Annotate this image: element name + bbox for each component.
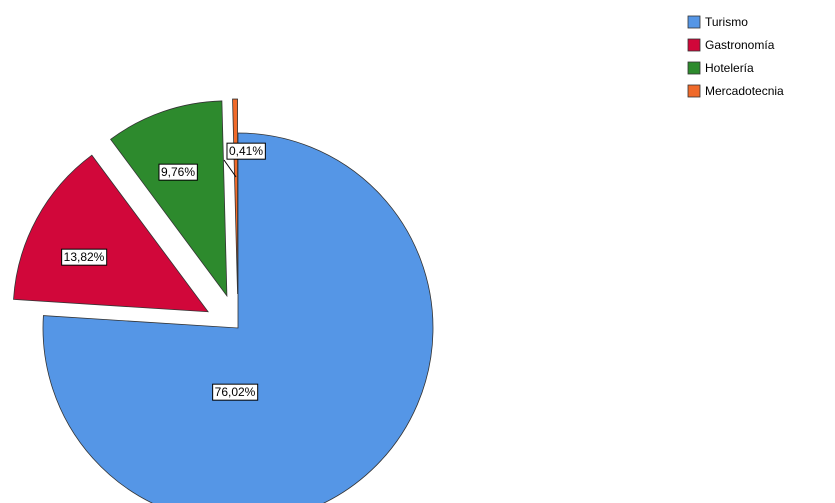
- data-label: 76,02%: [215, 385, 256, 399]
- pie-slice: [13, 154, 209, 313]
- data-label: 13,82%: [64, 250, 105, 264]
- legend-label: Mercadotecnia: [705, 84, 784, 98]
- label-box: [212, 383, 259, 401]
- pie-slice: [110, 100, 228, 298]
- slice-label: 76,02%: [212, 383, 259, 401]
- data-label: 9,76%: [161, 165, 195, 179]
- legend-label: Turismo: [705, 15, 748, 29]
- pie-slice: [42, 132, 434, 503]
- label-box: [158, 163, 198, 181]
- data-label: 0,41%: [229, 144, 263, 158]
- slice-label: 9,76%: [158, 163, 198, 181]
- legend-swatch: [687, 84, 701, 98]
- pie-slice: [232, 98, 238, 295]
- leader-line: [223, 159, 237, 178]
- label-box: [61, 248, 108, 266]
- legend-label: Gastronomía: [705, 38, 775, 52]
- slice-label: 0,41%: [226, 142, 266, 160]
- legend-swatch: [687, 61, 701, 75]
- legend-swatch: [687, 15, 701, 29]
- slice-label: 13,82%: [61, 248, 108, 266]
- legend-label: Hotelería: [705, 61, 754, 75]
- label-box: [226, 142, 266, 160]
- legend-swatch: [687, 38, 701, 52]
